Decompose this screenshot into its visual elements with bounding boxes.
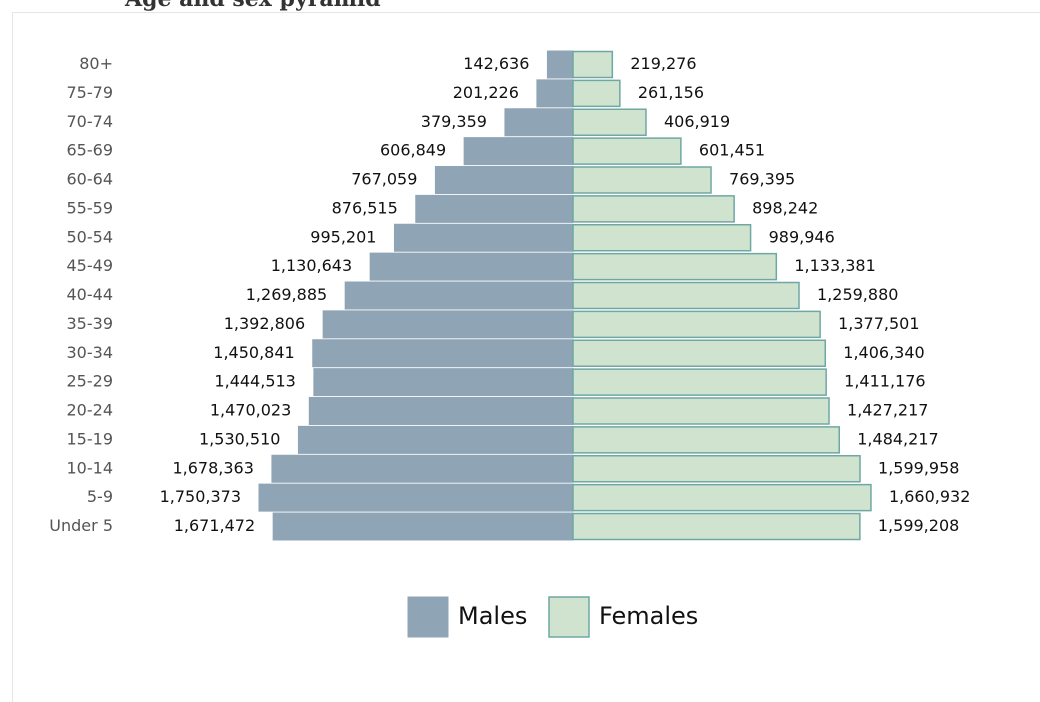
males-value-label-65-69: 606,849: [380, 141, 446, 160]
age-tick-label-40-44: 40-44: [67, 285, 114, 304]
males-bar-80: [546, 50, 574, 79]
females-value-label-under-5: 1,599,208: [878, 516, 959, 535]
males-value-label-30-34: 1,450,841: [213, 343, 294, 362]
males-value-label-15-19: 1,530,510: [199, 429, 280, 448]
females-value-label-10-14: 1,599,958: [878, 458, 959, 477]
males-bar-55-59: [415, 194, 574, 223]
females-value-label-80: 219,276: [630, 54, 696, 73]
age-tick-label-75-79: 75-79: [67, 83, 114, 102]
females-bar-65-69: [572, 137, 682, 165]
males-value-label-25-29: 1,444,513: [214, 372, 295, 391]
age-tick-label-5-9: 5-9: [87, 487, 113, 506]
females-value-label-30-34: 1,406,340: [843, 343, 924, 362]
population-pyramid-chart: 80+ 142,636 219,276 75-79 201,226 261,156 70-7…: [49, 50, 970, 638]
females-bar-5-9: [572, 483, 872, 512]
males-value-label-50-54: 995,201: [310, 227, 376, 246]
age-tick-label-50-54: 50-54: [67, 227, 114, 246]
females-value-label-55-59: 898,242: [752, 198, 818, 217]
age-tick-label-20-24: 20-24: [67, 401, 114, 420]
females-bar-30-34: [572, 339, 827, 367]
age-tick-label-25-29: 25-29: [67, 372, 114, 391]
age-tick-label-15-19: 15-19: [67, 429, 114, 448]
males-bar-65-69: [463, 137, 574, 166]
females-value-label-5-9: 1,660,932: [889, 487, 970, 506]
age-tick-label-30-34: 30-34: [67, 343, 114, 362]
males-bar-50-54: [393, 223, 574, 252]
legend-males-label: Males: [458, 602, 527, 630]
males-value-label-40-44: 1,269,885: [246, 285, 327, 304]
males-value-label-35-39: 1,392,806: [224, 314, 305, 333]
age-tick-label-under-5: Under 5: [49, 516, 113, 535]
males-value-label-under-5: 1,671,472: [174, 516, 255, 535]
females-bar-35-39: [572, 310, 821, 339]
males-value-label-60-64: 767,059: [351, 170, 417, 189]
males-bar-10-14: [271, 454, 574, 483]
females-bar-50-54: [572, 224, 752, 252]
females-bar-45-49: [572, 252, 778, 281]
page-title: Age and sex pyramid: [125, 0, 381, 12]
females-value-label-35-39: 1,377,501: [838, 314, 919, 333]
age-tick-label-65-69: 65-69: [67, 141, 114, 160]
females-bar-55-59: [572, 195, 735, 223]
females-value-label-20-24: 1,427,217: [847, 401, 928, 420]
age-tick-label-70-74: 70-74: [67, 112, 114, 131]
legend-males-swatch: [407, 596, 449, 638]
males-value-label-20-24: 1,470,023: [210, 401, 291, 420]
females-value-label-70-74: 406,919: [664, 112, 730, 131]
legend-females-swatch: [548, 596, 590, 638]
females-bar-under-5: [572, 512, 861, 541]
females-bar-70-74: [572, 108, 647, 136]
females-value-label-50-54: 989,946: [769, 227, 835, 246]
age-tick-label-55-59: 55-59: [67, 198, 114, 217]
females-value-label-75-79: 261,156: [638, 83, 704, 102]
males-bar-under-5: [272, 512, 574, 541]
males-value-label-80: 142,636: [463, 54, 529, 73]
females-bar-40-44: [572, 281, 800, 310]
page-title-strip: Age and sex pyramid: [0, 0, 1040, 12]
males-bar-25-29: [313, 368, 574, 397]
females-value-label-65-69: 601,451: [699, 141, 765, 160]
females-bar-15-19: [572, 426, 841, 454]
males-bar-75-79: [536, 79, 574, 108]
females-bar-10-14: [572, 455, 861, 483]
males-bar-40-44: [344, 281, 574, 310]
age-tick-label-80: 80+: [79, 54, 113, 73]
males-value-label-75-79: 201,226: [453, 83, 519, 102]
males-bar-20-24: [308, 397, 574, 425]
males-bar-15-19: [297, 425, 574, 454]
age-tick-label-60-64: 60-64: [67, 170, 114, 189]
females-value-label-45-49: 1,133,381: [794, 256, 875, 275]
males-value-label-45-49: 1,130,643: [271, 256, 352, 275]
chart-panel: 80+ 142,636 219,276 75-79 201,226 261,156 70-7…: [12, 12, 1040, 702]
males-value-label-55-59: 876,515: [332, 198, 398, 217]
age-tick-label-35-39: 35-39: [67, 314, 114, 333]
males-bar-45-49: [369, 252, 574, 281]
age-tick-label-45-49: 45-49: [67, 256, 114, 275]
females-bar-80: [572, 50, 614, 79]
females-value-label-25-29: 1,411,176: [844, 372, 925, 391]
legend-females-label: Females: [599, 602, 698, 630]
females-bar-75-79: [572, 79, 621, 108]
males-bar-60-64: [434, 166, 574, 194]
age-tick-label-10-14: 10-14: [67, 458, 114, 477]
males-value-label-70-74: 379,359: [421, 112, 487, 131]
males-bar-5-9: [258, 483, 574, 512]
males-bar-30-34: [312, 339, 574, 368]
males-bar-35-39: [322, 310, 574, 339]
legend: Males Females: [407, 596, 698, 638]
females-bar-25-29: [572, 368, 827, 396]
females-bar-60-64: [572, 166, 712, 194]
pyramid-rows: 80+ 142,636 219,276 75-79 201,226 261,156 70-7…: [49, 50, 970, 541]
males-bar-70-74: [504, 108, 574, 137]
females-value-label-40-44: 1,259,880: [817, 285, 898, 304]
females-value-label-60-64: 769,395: [729, 170, 795, 189]
males-value-label-5-9: 1,750,373: [160, 487, 241, 506]
females-bar-20-24: [572, 397, 830, 425]
females-value-label-15-19: 1,484,217: [857, 429, 938, 448]
males-value-label-10-14: 1,678,363: [172, 458, 253, 477]
